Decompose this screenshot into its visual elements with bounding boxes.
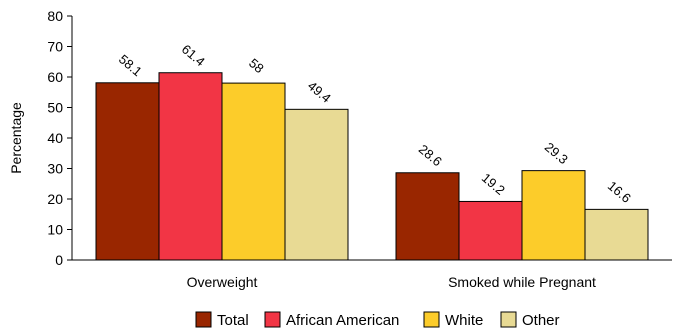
category-labels: Overweight Smoked while Pregnant [187,274,596,290]
bar-total [95,82,160,261]
y-tick-label: 80 [47,8,63,24]
bar-other [584,208,649,261]
bar-other [284,108,349,261]
bar-white [521,170,586,261]
data-label: 28.6 [416,141,445,169]
legend-swatch [423,311,440,328]
bar-african-american [458,200,523,261]
legend-swatch [195,311,212,328]
y-tick-label: 40 [47,130,63,146]
y-tick-label: 60 [47,69,63,85]
legend-swatch [264,311,281,328]
data-label: 16.6 [605,178,634,206]
y-tick-label: 20 [47,191,63,207]
bar-african-american [158,72,223,261]
data-label: 58.1 [116,51,145,79]
bar-total [395,172,460,261]
bars [95,72,649,261]
y-tick-label: 0 [55,252,63,268]
bar-white [221,82,286,261]
category-label: Smoked while Pregnant [448,274,596,290]
data-label: 58 [246,55,267,76]
y-tick-label: 30 [47,161,63,177]
data-label: 61.4 [179,41,208,69]
data-label: 29.3 [542,139,571,167]
category-label: Overweight [187,274,258,290]
y-tick-label: 50 [47,100,63,116]
legend-swatch [500,311,517,328]
y-axis-title: Percentage [8,102,24,174]
y-tick-label: 10 [47,222,63,238]
y-axis: 0 10 20 30 40 50 60 70 80 [47,8,72,268]
legend-label: Total [217,312,249,329]
legend-label: Other [522,312,560,329]
y-tick-label: 70 [47,39,63,55]
legend-label: White [445,312,483,329]
legend-label: African American [286,312,399,329]
data-label: 19.2 [479,170,508,198]
legend: Total African American White Other [195,311,560,329]
data-label: 49.4 [305,78,334,106]
